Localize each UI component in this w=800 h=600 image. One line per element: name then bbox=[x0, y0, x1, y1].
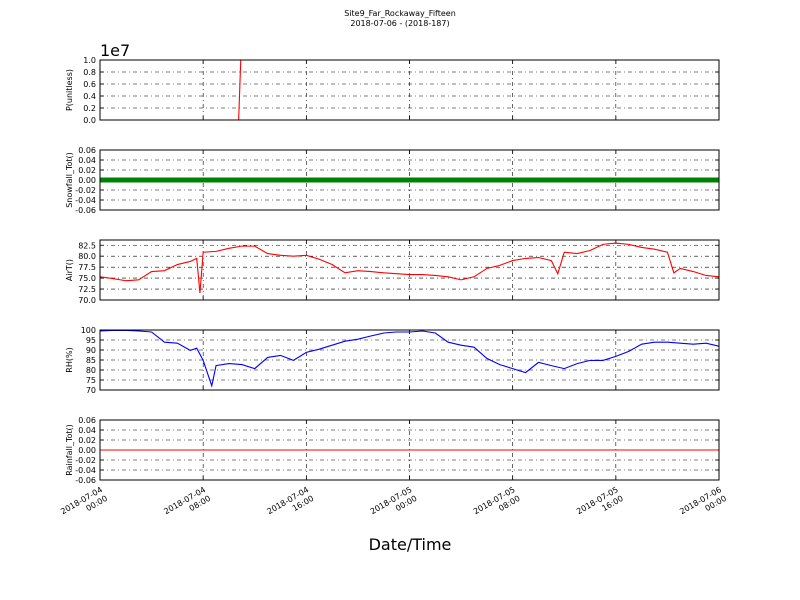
y-tick-label: 0.02 bbox=[78, 436, 96, 445]
axes-frame bbox=[99, 149, 720, 211]
data-line bbox=[100, 330, 719, 388]
y-tick-label: 0.04 bbox=[78, 156, 96, 165]
y-tick-label: 0.06 bbox=[78, 146, 96, 155]
y-tick-label: 0.6 bbox=[83, 80, 96, 89]
y-axis-title: RH(%) bbox=[65, 347, 74, 372]
chart-subtitle: 2018-07-06 - (2018-187) bbox=[350, 19, 449, 28]
y-tick-label: 72.5 bbox=[78, 285, 96, 294]
y-tick-label: 0.2 bbox=[83, 104, 96, 113]
y-tick-label: 0.8 bbox=[83, 68, 96, 77]
y-axis-title: P(unitless) bbox=[65, 69, 74, 111]
axes-frame bbox=[99, 329, 720, 391]
y-tick-label: 75.0 bbox=[78, 274, 96, 283]
y-tick-label: 82.5 bbox=[78, 241, 96, 250]
y-tick-label: 80 bbox=[86, 366, 96, 375]
y-tick-label: 100 bbox=[81, 326, 96, 335]
y-tick-label: 0.0 bbox=[83, 116, 96, 125]
y-tick-label: -0.02 bbox=[75, 456, 96, 465]
y-axis-title: AirT() bbox=[65, 259, 74, 281]
y-tick-label: 80.0 bbox=[78, 252, 96, 261]
y-tick-label: 0.00 bbox=[78, 176, 96, 185]
y-tick-label: -0.04 bbox=[75, 466, 96, 475]
y-axis-title: Snowfall_Tot() bbox=[65, 152, 74, 208]
y-tick-label: -0.02 bbox=[75, 186, 96, 195]
y-tick-label: 1.0 bbox=[83, 56, 96, 65]
y-tick-label: 95 bbox=[86, 336, 96, 345]
y-tick-label: 0.02 bbox=[78, 166, 96, 175]
axes-frame bbox=[99, 419, 720, 481]
y-tick-label: -0.06 bbox=[75, 206, 96, 215]
y-tick-label: 75 bbox=[86, 376, 96, 385]
axes-frame bbox=[99, 239, 720, 301]
y-tick-label: -0.04 bbox=[75, 196, 96, 205]
y-tick-label: 85 bbox=[86, 356, 96, 365]
y-tick-label: 70 bbox=[86, 386, 96, 395]
data-line bbox=[100, 242, 719, 294]
data-line bbox=[100, 60, 242, 120]
y-tick-label: 90 bbox=[86, 346, 96, 355]
y-tick-label: 0.00 bbox=[78, 446, 96, 455]
y-tick-label: -0.06 bbox=[75, 476, 96, 485]
y-tick-label: 70.0 bbox=[78, 296, 96, 305]
axes-frame bbox=[99, 59, 720, 121]
y-tick-label: 0.04 bbox=[78, 426, 96, 435]
y-tick-label: 0.4 bbox=[83, 92, 96, 101]
y-axis-title: Rainfall_Tot() bbox=[65, 424, 74, 476]
x-axis-title: Date/Time bbox=[369, 535, 452, 554]
offset-label: 1e7 bbox=[100, 41, 130, 60]
y-tick-label: 0.06 bbox=[78, 416, 96, 425]
chart-title: Site9_Far_Rockaway_Fifteen bbox=[344, 9, 456, 18]
y-tick-label: 77.5 bbox=[78, 263, 96, 272]
